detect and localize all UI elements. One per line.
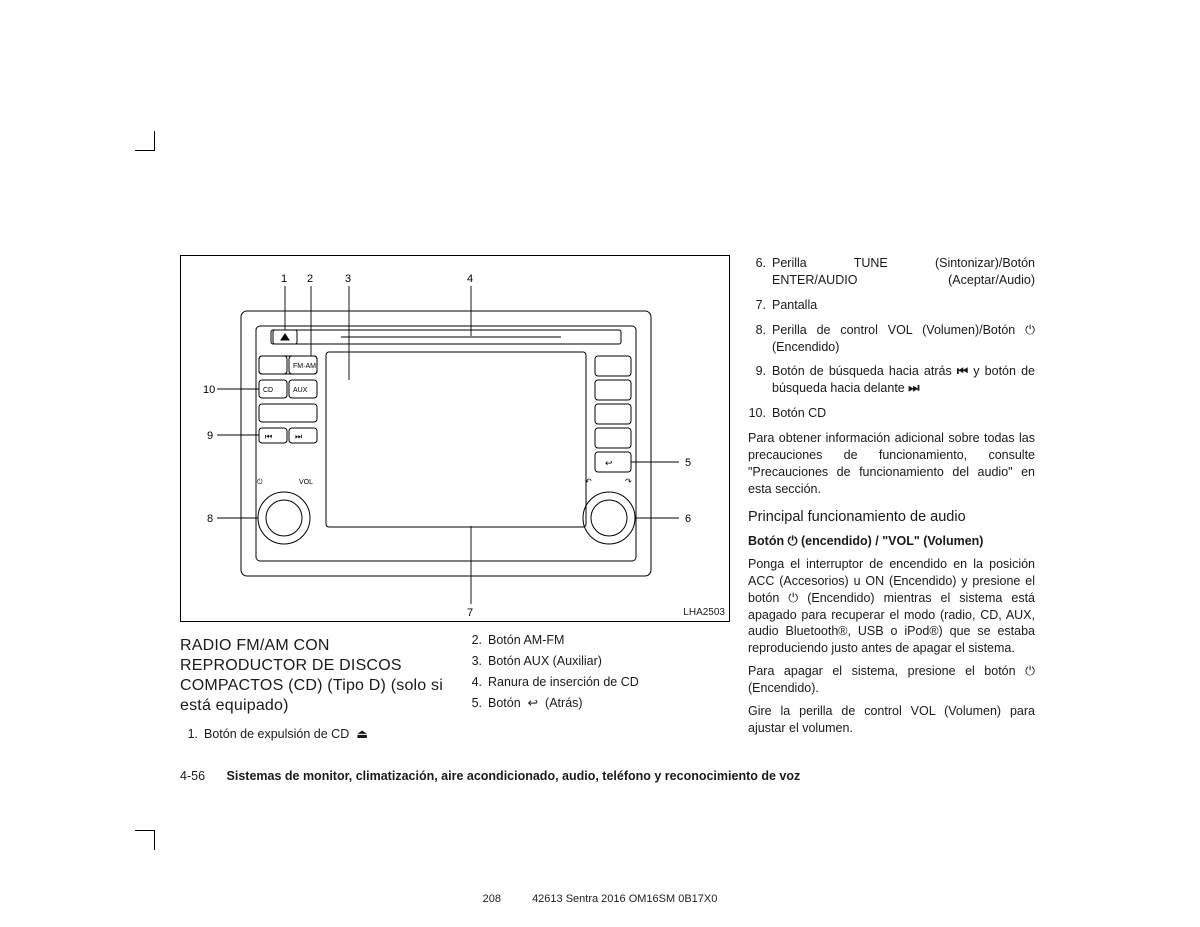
figure-code: LHA2503 [683,606,725,620]
svg-text:VOL: VOL [299,479,313,486]
legend-item: 8.Perilla de control VOL (Volumen)/Botón… [748,322,1035,356]
chapter-title: Sistemas de monitor, climatización, aire… [227,769,801,783]
page-label: 4-56 [180,768,205,785]
content-area: ⏻ VOL FM·AM CD AUX ⏮ ⏭ ↩ ↶ [180,255,1035,747]
radio-figure: ⏻ VOL FM·AM CD AUX ⏮ ⏭ ↩ ↶ [180,255,730,622]
subheading: Principal funcionamiento de audio [748,508,1035,528]
page-number: 208 [483,892,501,907]
print-meta: 208 42613 Sentra 2016 OM16SM 0B17X0 [0,892,1200,907]
power-icon: ⏻ [788,534,798,548]
svg-text:↶: ↶ [585,477,592,486]
button-line: Botón ⏻ (encendido) / "VOL" (Volumen) [748,533,1035,550]
legend-item: 9.Botón de búsqueda hacia atrás ⏮ y botó… [748,363,1035,397]
title-column: RADIO FM/AM CON REPRODUCTOR DE DISCOS CO… [180,632,446,747]
svg-text:8: 8 [207,513,213,525]
svg-text:⏭: ⏭ [295,432,302,441]
svg-text:10: 10 [203,384,215,396]
svg-text:AUX: AUX [293,387,308,394]
para-power-off: Para apagar el sistema, presione el botó… [748,663,1035,697]
precaution-paragraph: Para obtener información adicional sobre… [748,430,1035,498]
footer: 4-56 Sistemas de monitor, climatización,… [180,768,1035,785]
legend-item: 10.Botón CD [748,405,1035,422]
svg-text:9: 9 [207,430,213,442]
legend-item: 2.Botón AM-FM [464,632,730,649]
radio-svg: ⏻ VOL FM·AM CD AUX ⏮ ⏭ ↩ ↶ [181,256,729,621]
crop-mark [135,830,155,831]
svg-text:4: 4 [467,273,473,285]
eject-icon: ⏏ [356,727,368,741]
crop-mark [154,131,155,151]
svg-text:6: 6 [685,513,691,525]
legend-item: 7.Pantalla [748,297,1035,314]
manual-page: ⏻ VOL FM·AM CD AUX ⏮ ⏭ ↩ ↶ [0,0,1200,927]
svg-text:7: 7 [467,607,473,619]
legend-item: 5.Botón ↩ (Atrás) [464,695,730,712]
svg-text:1: 1 [281,273,287,285]
legend-item: 6.Perilla TUNE (Sintonizar)/Botón ENTER/… [748,255,1035,289]
section-title: RADIO FM/AM CON REPRODUCTOR DE DISCOS CO… [180,636,446,716]
svg-text:CD: CD [263,387,273,394]
left-column: ⏻ VOL FM·AM CD AUX ⏮ ⏭ ↩ ↶ [180,255,730,747]
legend-item: 3.Botón AUX (Auxiliar) [464,653,730,670]
svg-text:3: 3 [345,273,351,285]
para-volume: Gire la perilla de control VOL (Volumen)… [748,703,1035,737]
svg-text:⏻: ⏻ [257,478,263,486]
back-icon: ↩ [528,696,538,710]
legend-mid-column: 2.Botón AM-FM 3.Botón AUX (Auxiliar) 4.Ran… [464,632,730,747]
legend-item: 4.Ranura de inserción de CD [464,674,730,691]
para-power-on: Ponga el interruptor de encendido en la … [748,556,1035,657]
svg-text:↷: ↷ [625,477,632,486]
svg-text:5: 5 [685,457,691,469]
doc-code: 42613 Sentra 2016 OM16SM 0B17X0 [532,892,717,907]
right-column: 6.Perilla TUNE (Sintonizar)/Botón ENTER/… [748,255,1035,747]
svg-text:↩: ↩ [605,458,613,468]
svg-text:⏮: ⏮ [265,432,272,441]
svg-text:FM·AM: FM·AM [293,363,316,370]
crop-mark [135,150,155,151]
legend-item: 1.Botón de expulsión de CD ⏏ [180,726,446,743]
crop-mark [154,830,155,850]
svg-text:2: 2 [307,273,313,285]
